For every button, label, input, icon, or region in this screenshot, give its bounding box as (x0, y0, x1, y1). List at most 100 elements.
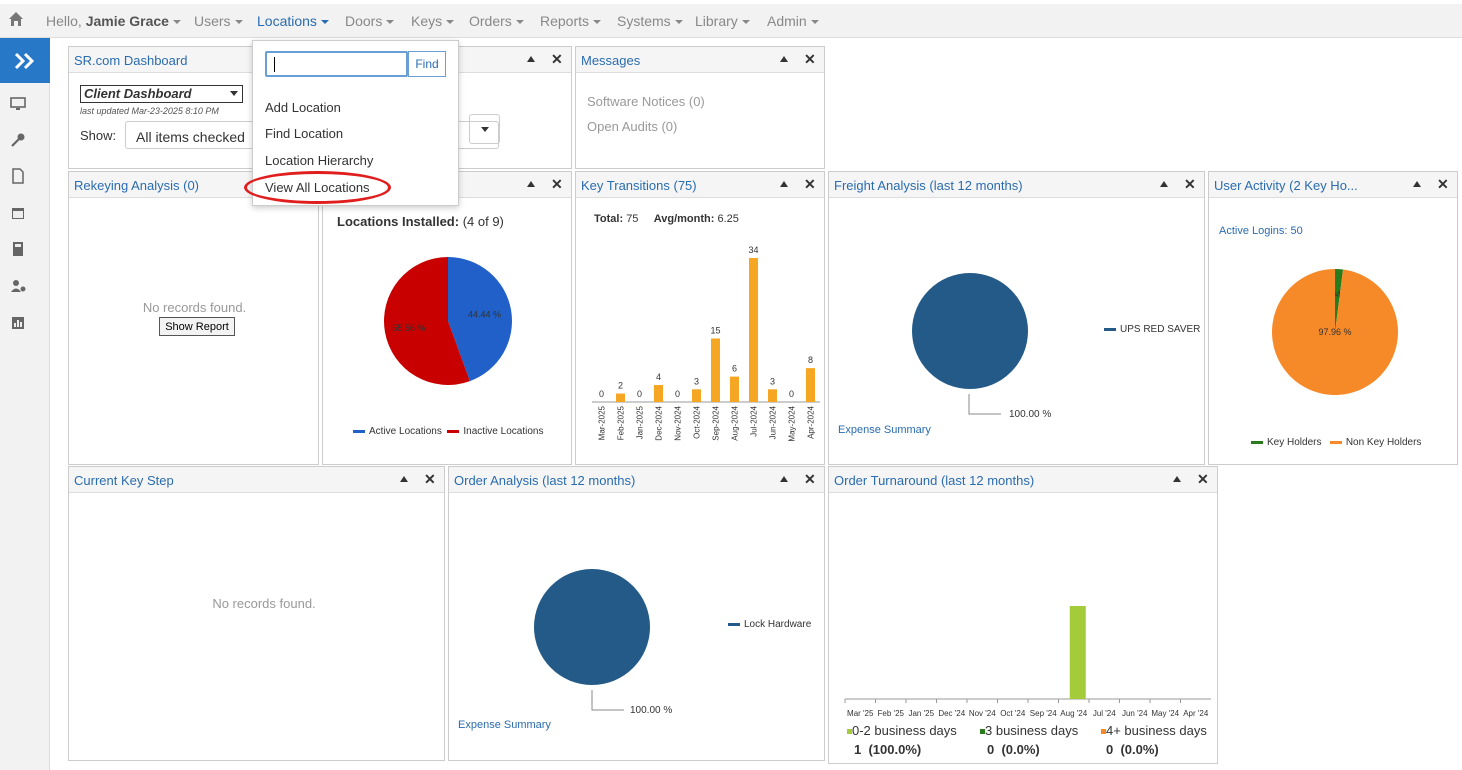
menu-find-location[interactable]: Find Location (265, 126, 344, 141)
current-key-step-panel: Current Key Step ✕ No records found. (68, 466, 445, 761)
open-audits-link[interactable]: Open Audits (0) (587, 119, 678, 134)
x-tick-label: Sep-2024 (712, 405, 721, 440)
menu-location-hierarchy[interactable]: Location Hierarchy (265, 153, 374, 168)
bar-value-label: 34 (748, 245, 758, 255)
bar-value-label: 0 (675, 389, 680, 399)
calculator-icon[interactable] (10, 241, 26, 257)
count-4plus-days: 0 (0.0%) (1106, 742, 1159, 757)
key-transitions-panel: Key Transitions (75) ✕ Total: 75 Avg/mon… (575, 171, 825, 465)
empty-message: No records found. (212, 596, 316, 611)
collapse-icon[interactable] (1173, 476, 1181, 482)
collapse-icon[interactable] (1160, 181, 1168, 187)
report-chart-icon[interactable] (10, 315, 26, 331)
x-tick-label: May '24 (1151, 709, 1179, 718)
bar-value-label: 0 (789, 389, 794, 399)
chevron-down-icon (481, 127, 489, 132)
collapse-icon[interactable] (780, 56, 788, 62)
close-icon[interactable]: ✕ (551, 176, 563, 192)
locations-pie-chart: 44.44 % 55.56 % (384, 257, 512, 385)
close-icon[interactable]: ✕ (1437, 176, 1449, 192)
freight-pie-chart (912, 273, 1028, 389)
key-stats: Total: 75 Avg/month: 6.25 (594, 213, 739, 225)
dashboard-select[interactable]: Client Dashboard (80, 85, 243, 103)
collapse-icon[interactable] (780, 476, 788, 482)
messages-panel: Messages ✕ Software Notices (0) Open Aud… (575, 46, 825, 169)
freight-legend: UPS RED SAVER (1104, 324, 1200, 335)
expense-summary-link[interactable]: Expense Summary (838, 424, 931, 436)
bar (768, 389, 777, 402)
x-tick-label: Jul-2024 (750, 405, 759, 436)
close-icon[interactable]: ✕ (1184, 176, 1196, 192)
collapse-icon[interactable] (527, 181, 535, 187)
order-legend: Lock Hardware (728, 619, 811, 630)
order-analysis-pie-chart (534, 569, 650, 685)
x-tick-label: May-2024 (788, 405, 797, 441)
close-icon[interactable]: ✕ (1197, 471, 1209, 487)
top-nav: Hello, Jamie Grace Users Locations Doors… (0, 4, 1462, 38)
count-0-2-days: 1 (100.0%) (854, 742, 922, 757)
bar-value-label: 3 (770, 376, 775, 386)
bar-value-label: 3 (694, 376, 699, 386)
collapse-icon[interactable] (400, 476, 408, 482)
empty-message: No records found. (142, 300, 247, 315)
software-notices-link[interactable]: Software Notices (0) (587, 94, 705, 109)
sidebar-toggle[interactable] (0, 38, 50, 83)
panel-title: Current Key Step (74, 473, 174, 488)
active-logins-link[interactable]: Active Logins: 50 (1219, 225, 1303, 237)
collapse-icon[interactable] (527, 56, 535, 62)
user-menu[interactable]: Hello, Jamie Grace (46, 13, 181, 29)
menu-add-location[interactable]: Add Location (265, 100, 341, 115)
close-icon[interactable]: ✕ (804, 176, 816, 192)
x-tick-label: Apr '24 (1183, 709, 1209, 718)
x-tick-label: Aug-2024 (731, 405, 740, 440)
greeting-text: Hello, (46, 13, 82, 29)
leader-line (591, 690, 624, 711)
key-icon[interactable] (10, 132, 26, 148)
nav-systems[interactable]: Systems (617, 13, 683, 29)
home-icon[interactable] (8, 11, 24, 27)
close-icon[interactable]: ✕ (551, 51, 563, 67)
nav-reports[interactable]: Reports (540, 13, 602, 29)
locations-installed-heading: Locations Installed: (4 of 9) (337, 214, 504, 229)
collapse-icon[interactable] (780, 181, 788, 187)
freight-panel: Freight Analysis (last 12 months) ✕ 100.… (828, 171, 1205, 465)
user-activity-panel: User Activity (2 Key Ho... ✕ Active Logi… (1208, 171, 1458, 465)
close-icon[interactable]: ✕ (424, 471, 436, 487)
nav-library[interactable]: Library (695, 13, 750, 29)
nav-admin[interactable]: Admin (767, 13, 819, 29)
user-settings-icon[interactable] (10, 278, 26, 294)
close-icon[interactable]: ✕ (804, 51, 816, 67)
nav-orders[interactable]: Orders (469, 13, 524, 29)
x-tick-label: Apr-2024 (807, 405, 816, 438)
close-icon[interactable]: ✕ (804, 471, 816, 487)
legend-inactive: Inactive Locations (463, 426, 544, 437)
nav-keys[interactable]: Keys (411, 13, 455, 29)
calendar-icon[interactable] (10, 205, 26, 221)
panel-title: Freight Analysis (last 12 months) (834, 178, 1023, 193)
collapse-icon[interactable] (1413, 181, 1421, 187)
bar-value-label: 0 (637, 389, 642, 399)
document-icon[interactable] (10, 168, 26, 184)
nav-users[interactable]: Users (194, 13, 243, 29)
nav-doors[interactable]: Doors (345, 13, 395, 29)
x-tick-label: Nov-2024 (674, 405, 683, 440)
freight-pct-label: 100.00 % (1009, 409, 1052, 420)
legend-3-days: 3 business days (980, 723, 1078, 738)
locations-installed-panel: ✕ Locations Installed: (4 of 9) 44.44 % 5… (322, 171, 572, 465)
x-tick-label: Nov '24 (969, 709, 996, 718)
location-search-input[interactable] (265, 51, 408, 77)
nav-locations[interactable]: Locations (257, 13, 329, 29)
panel-title: Messages (581, 53, 641, 68)
expense-summary-link[interactable]: Expense Summary (458, 719, 551, 731)
panel-title: Order Turnaround (last 12 months) (834, 473, 1035, 488)
monitor-icon[interactable] (10, 96, 26, 112)
bar-value-label: 4 (656, 372, 661, 382)
show-report-button[interactable]: Show Report (159, 317, 235, 336)
x-tick-label: Sep '24 (1030, 709, 1057, 718)
x-tick-label: Dec '24 (938, 709, 965, 718)
pie-data-label: 55.56 % (392, 323, 425, 333)
x-tick-label: Jun-2024 (769, 405, 778, 439)
find-button[interactable]: Find (408, 51, 446, 77)
x-tick-label: Jan '25 (908, 709, 934, 718)
show-filter-toggle[interactable] (469, 114, 500, 144)
